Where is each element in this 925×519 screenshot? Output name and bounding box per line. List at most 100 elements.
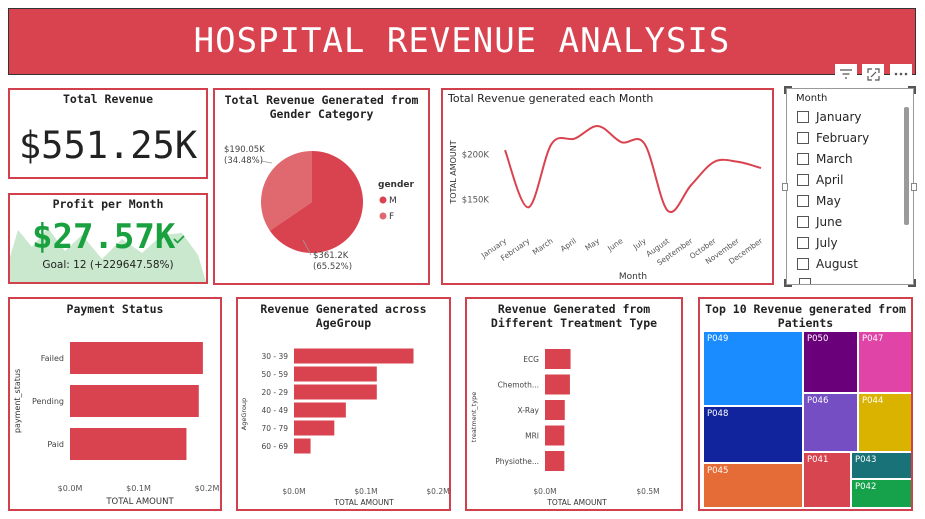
- bar-category-label: Paid: [47, 440, 64, 449]
- payment-chart-card[interactable]: Payment Status payment_status TOTAL AMOU…: [8, 297, 222, 511]
- checkbox[interactable]: [797, 174, 809, 186]
- bar-category-label: Physiothe...: [495, 457, 539, 466]
- bar-pending[interactable]: [70, 385, 199, 417]
- gender-pie-svg: $190.05K (34.48%) $361.2K (65.52%) gende…: [224, 145, 415, 272]
- pie-legend-title: gender: [378, 180, 415, 190]
- treemap-tile-p043[interactable]: P043: [852, 453, 911, 478]
- monthly-revenue-line[interactable]: [504, 125, 762, 214]
- age-chart-title: Revenue Generated across AgeGroup: [260, 302, 427, 330]
- payment-chart-title: Payment Status: [66, 302, 164, 316]
- monthly-x-tick-label: March: [531, 236, 555, 257]
- gender-chart-card[interactable]: Total Revenue Generated from Gender Cate…: [213, 88, 430, 285]
- bar-category-label: 20 - 29: [261, 388, 288, 397]
- checkbox[interactable]: [797, 111, 809, 123]
- monthly-y-tick-label: $200K: [462, 151, 490, 161]
- bar-x-tick-label: $0.1M: [354, 487, 377, 496]
- treemap-tile-p049[interactable]: P049: [704, 332, 802, 405]
- pie-leader-line-f: [260, 160, 273, 164]
- bar-category-label: Chemoth...: [498, 381, 539, 390]
- profit-card[interactable]: Profit per Month $27.57K Goal: 12 (+2296…: [8, 193, 208, 284]
- slicer-item-april[interactable]: April: [797, 173, 843, 187]
- slicer-item-label: July: [816, 236, 838, 250]
- checkbox[interactable]: [797, 153, 809, 165]
- bar-category-label: Pending: [32, 397, 64, 406]
- slicer-item-january[interactable]: January: [797, 110, 862, 124]
- checkbox[interactable]: [797, 237, 809, 249]
- checkbox[interactable]: [797, 258, 809, 270]
- pie-slice-m[interactable]: [269, 151, 363, 254]
- slicer-item-march[interactable]: March: [797, 152, 853, 166]
- treatment-chart-card[interactable]: Revenue Generated from Different Treatme…: [465, 297, 683, 511]
- bar-category-label: 50 - 59: [261, 370, 288, 379]
- treemap-tile-p041[interactable]: P041: [804, 453, 850, 507]
- treemap-tile-p048[interactable]: P048: [704, 407, 802, 462]
- slicer-resize-handle-right[interactable]: [911, 183, 917, 191]
- treemap-tile-p044[interactable]: P044: [859, 394, 911, 451]
- treemap-tile-p047[interactable]: P047: [859, 332, 911, 392]
- bar-70-79[interactable]: [294, 420, 335, 436]
- monthly-y-tick-label: $150K: [462, 195, 490, 205]
- treatment-x-axis-label: TOTAL AMOUNT: [546, 498, 607, 507]
- slicer-item-label: March: [816, 152, 853, 166]
- bar-x-ray[interactable]: [545, 400, 565, 420]
- more-options-icon[interactable]: [890, 64, 912, 84]
- checkbox[interactable]: [797, 195, 809, 207]
- slicer-title: Month: [796, 93, 828, 104]
- bar-20-29[interactable]: [294, 384, 377, 400]
- monthly-chart-card[interactable]: Total Revenue generated each Month $150K…: [441, 88, 774, 285]
- month-slicer[interactable]: Month January February March April May J…: [784, 86, 916, 287]
- bar-mri[interactable]: [545, 425, 565, 446]
- bar-category-label: ECG: [523, 355, 539, 364]
- slicer-item-may[interactable]: May: [797, 194, 841, 208]
- bar-category-label: 40 - 49: [261, 406, 288, 415]
- treemap-tile-p050[interactable]: P050: [804, 332, 857, 392]
- pie-label-f-value: $190.05K: [224, 145, 265, 155]
- bar-physiothe-[interactable]: [545, 451, 565, 471]
- filter-icon[interactable]: [835, 64, 857, 84]
- bar-60-69[interactable]: [294, 438, 311, 454]
- slicer-item-february[interactable]: February: [797, 131, 869, 145]
- slicer-corner-tl: [784, 86, 792, 94]
- monthly-line-svg: Total Revenue generated each Month $150K…: [447, 92, 765, 282]
- bar-chemoth-[interactable]: [545, 374, 570, 395]
- slicer-item-label: August: [816, 257, 858, 271]
- total-revenue-title: Total Revenue: [62, 92, 153, 106]
- bar-50-59[interactable]: [294, 366, 377, 382]
- checkbox[interactable]: [797, 132, 809, 144]
- bar-30-39[interactable]: [294, 348, 414, 364]
- treemap-card[interactable]: Top 10 Revenue generated from Patients P…: [698, 297, 913, 511]
- pie-label-m-value: $361.2K: [313, 251, 349, 261]
- bar-40-49[interactable]: [294, 402, 346, 418]
- monthly-chart-title: Total Revenue generated each Month: [447, 92, 653, 105]
- payment-bar-svg: payment_status TOTAL AMOUNT Failed Pendin…: [13, 342, 220, 507]
- total-revenue-card[interactable]: Total Revenue $551.25K: [8, 88, 208, 179]
- bar-x-tick-label: $0.2M: [195, 484, 220, 493]
- bar-failed[interactable]: [70, 342, 203, 374]
- age-x-axis-label: TOTAL AMOUNT: [333, 498, 394, 507]
- bar-x-tick-label: $0.5M: [636, 487, 659, 496]
- payment-x-axis-label: TOTAL AMOUNT: [105, 497, 174, 507]
- age-bar-svg: AgeGroup TOTAL AMOUNT 30 - 39 50 - 59 20 -…: [240, 348, 449, 507]
- focus-mode-icon[interactable]: [862, 64, 884, 84]
- age-chart-card[interactable]: Revenue Generated across AgeGroup AgeGro…: [236, 297, 451, 511]
- treemap-tile-p046[interactable]: P046: [804, 394, 857, 451]
- slicer-item-august[interactable]: August: [797, 257, 858, 271]
- pie-legend-dot-m: [379, 196, 387, 204]
- slicer-scrollbar[interactable]: [904, 107, 909, 225]
- slicer-item-june[interactable]: June: [797, 215, 842, 229]
- treatment-chart-title: Revenue Generated from Different Treatme…: [490, 302, 658, 330]
- treemap-tile-p042[interactable]: P042: [852, 480, 911, 507]
- treemap-tile-p045[interactable]: P045: [704, 464, 802, 507]
- profit-value: $27.57K: [32, 217, 176, 257]
- slicer-item-label: April: [816, 173, 844, 187]
- monthly-x-tick-label: May: [583, 236, 601, 253]
- pie-legend-label-f[interactable]: F: [389, 212, 394, 222]
- pie-legend-label-m[interactable]: M: [389, 196, 397, 206]
- slicer-item-july[interactable]: July: [797, 236, 838, 250]
- bar-ecg[interactable]: [545, 349, 571, 369]
- bar-paid[interactable]: [70, 428, 187, 460]
- slicer-resize-handle-left[interactable]: [782, 183, 788, 191]
- pie-slice-f[interactable]: [261, 151, 312, 231]
- profit-title: Profit per Month: [52, 197, 164, 211]
- checkbox[interactable]: [797, 216, 809, 228]
